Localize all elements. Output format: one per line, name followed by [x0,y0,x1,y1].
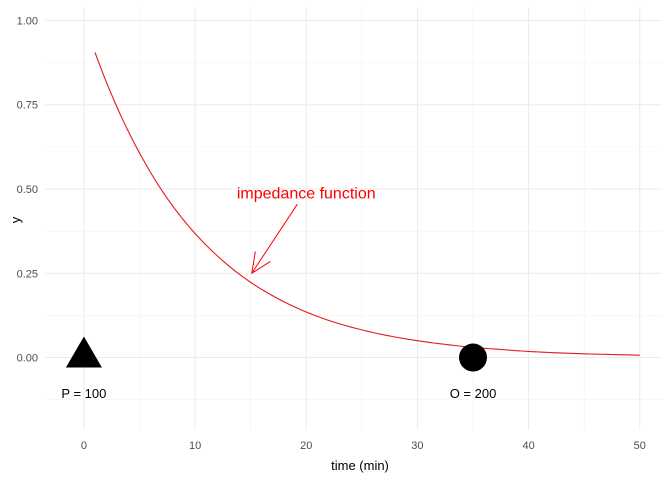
series-line [94,52,640,356]
points-layer: P = 100 O = 200 [61,336,497,401]
x-tick-label: 10 [189,440,201,452]
annotation-label: impedance function [237,185,376,202]
point-p-triangle [65,336,102,368]
y-tick-label: 0.75 [17,100,38,112]
annotation-arrow-head [251,251,271,275]
grid-lines [45,7,662,430]
x-tick-label: 20 [300,440,312,452]
y-tick-label: 0.50 [17,184,38,196]
x-axis-title: time (min) [331,458,389,473]
y-tick-label: 0.25 [17,268,38,280]
x-tick-label: 50 [634,440,646,452]
x-tick-label: 30 [411,440,423,452]
point-o-circle [459,343,488,372]
y-axis-title: y [8,216,23,223]
point-o-label: O = 200 [450,386,497,401]
y-tick-label: 1.00 [17,15,38,27]
x-tick-label: 0 [81,440,87,452]
y-tick-labels: 0.00 0.25 0.50 0.75 1.00 [17,15,38,364]
point-p-label: P = 100 [61,386,106,401]
series-layer [94,52,640,356]
annotation-layer: impedance function [237,185,376,275]
y-tick-label: 0.00 [17,353,38,365]
annotation-arrow-shaft [251,203,298,274]
x-tick-labels: 0 10 20 30 40 50 [81,440,646,452]
x-tick-label: 40 [522,440,534,452]
